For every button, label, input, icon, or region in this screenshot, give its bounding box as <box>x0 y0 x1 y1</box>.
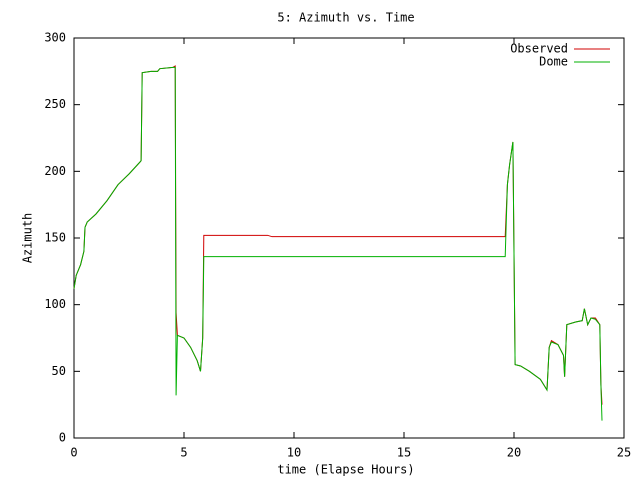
x-tick-label: 25 <box>617 446 631 460</box>
x-tick-label: 15 <box>397 446 411 460</box>
x-tick-label: 5 <box>180 446 187 460</box>
y-tick-label: 300 <box>44 31 66 45</box>
plot-frame <box>73 37 625 439</box>
y-axis-label: Azimuth <box>21 213 35 264</box>
y-tick-label: 100 <box>44 297 66 311</box>
y-tick-label: 200 <box>44 164 66 178</box>
x-tick-label: 0 <box>70 446 77 460</box>
chart-title: 5: Azimuth vs. Time <box>277 11 414 25</box>
y-tick-label: 0 <box>59 431 66 445</box>
x-axis-label: time (Elapse Hours) <box>277 463 414 477</box>
y-tick-label: 150 <box>44 231 66 245</box>
legend-label: Dome <box>539 55 568 69</box>
x-tick-label: 10 <box>287 446 301 460</box>
data-line <box>73 66 603 421</box>
y-tick-label: 250 <box>44 97 66 111</box>
y-tick-label: 50 <box>52 364 66 378</box>
x-tick-label: 20 <box>507 446 521 460</box>
legend-label: Observed <box>510 42 568 56</box>
data-line <box>73 65 603 405</box>
